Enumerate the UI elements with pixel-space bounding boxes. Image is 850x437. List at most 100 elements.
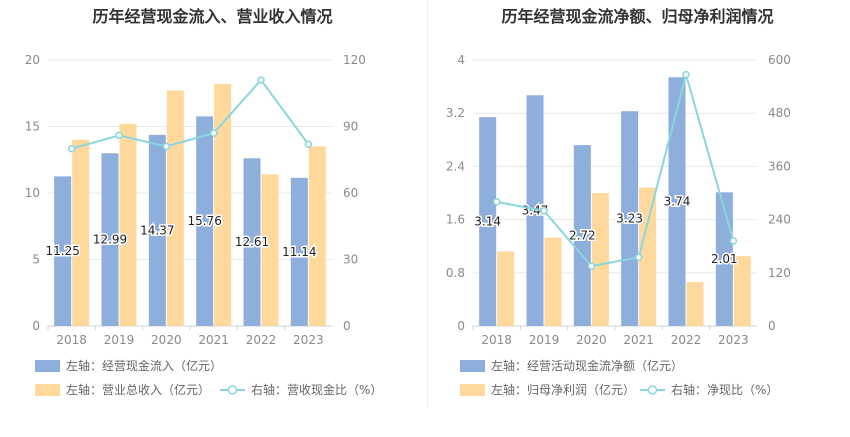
bar-primary: [290, 177, 308, 326]
legend-swatch-marker: [647, 385, 658, 395]
right-axis-tick-label: 600: [768, 53, 791, 67]
legend-swatch: [35, 360, 60, 372]
bar-secondary: [119, 123, 137, 326]
bar-primary: [243, 158, 261, 326]
bar-secondary: [261, 174, 279, 326]
legend-label: 左轴：营业总收入（亿元）: [66, 382, 210, 397]
left-axis-tick-label: 2.4: [446, 159, 465, 173]
legend-label: 左轴：归母净利润（亿元）: [491, 382, 635, 397]
chart-title: 历年经营现金流净额、归母净利润情况: [501, 7, 774, 26]
x-axis-tick-label: 2020: [151, 333, 182, 347]
x-axis-tick-label: 2018: [56, 333, 87, 347]
x-axis-tick-label: 2022: [246, 333, 277, 347]
x-axis-tick-label: 2020: [576, 333, 607, 347]
bar-primary: [668, 77, 686, 326]
bar-primary: [479, 117, 497, 326]
bar-secondary: [72, 139, 90, 326]
right-axis-tick-label: 360: [768, 159, 791, 173]
chart-panel-net-cash: 历年经营现金流净额、归母净利润情况 0 0 0.8 120 1.6 240 2.4 360 3.…: [425, 0, 850, 437]
bar-data-label: 12.99: [93, 233, 127, 247]
x-axis-tick-label: 2021: [198, 333, 229, 347]
cash-inflow-chart: 0 0 5 30 10 60 15 90 20 120 2018 2019 2020 2021 2022 20…: [25, 53, 383, 397]
left-axis-tick-label: 0: [32, 319, 40, 333]
bar-primary: [621, 111, 639, 326]
ratio-point: [492, 198, 501, 206]
bar-secondary: [214, 83, 232, 326]
legend-label: 左轴：经营现金流入（亿元）: [66, 358, 222, 373]
bar-data-label: 11.25: [45, 244, 79, 258]
legend-swatch: [460, 360, 485, 372]
ratio-point: [67, 144, 76, 153]
x-axis-tick-label: 2021: [623, 333, 654, 347]
x-axis-tick-label: 2023: [718, 333, 749, 347]
bar-data-label: 2.72: [569, 229, 596, 243]
right-axis-tick-label: 30: [343, 253, 358, 267]
bar-data-label: 15.76: [187, 214, 221, 228]
bar-data-label: 12.61: [235, 235, 269, 249]
left-axis-tick-label: 4: [457, 53, 465, 67]
ratio-line: [71, 78, 310, 150]
left-axis-tick-label: 15: [25, 120, 40, 134]
ratio-point: [729, 237, 738, 245]
legend-swatch-marker: [227, 385, 238, 395]
bar-secondary: [308, 146, 326, 326]
x-axis-tick-label: 2018: [481, 333, 512, 347]
bar-data-label: 3.23: [616, 212, 643, 226]
left-axis-tick-label: 0: [457, 319, 465, 333]
bar-primary: [196, 116, 214, 326]
bar-data-label: 2.01: [711, 252, 738, 266]
legend-label: 右轴：营收现金比（%）: [251, 382, 382, 397]
ratio-point: [682, 70, 690, 79]
bar-primary: [101, 153, 119, 326]
right-axis-tick-label: 90: [343, 120, 358, 134]
right-axis-tick-label: 0: [343, 319, 351, 333]
legend-swatch: [460, 384, 485, 396]
bar-secondary: [686, 282, 704, 326]
ratio-point: [162, 142, 171, 151]
x-axis-tick-label: 2023: [293, 333, 324, 347]
chart-panel-cash-inflow: 历年经营现金流入、营业收入情况 0 0 5 30 10 60 15 90 20 120 2018 20…: [25, 7, 383, 397]
right-axis-tick-label: 480: [768, 106, 791, 120]
bar-data-label: 14.37: [140, 223, 174, 237]
ratio-point: [209, 129, 218, 137]
legend-label: 左轴：经营活动现金流净额（亿元）: [491, 358, 683, 373]
bar-primary: [573, 145, 591, 326]
ratio-point: [115, 131, 123, 140]
bar-secondary: [166, 90, 184, 326]
bar-secondary: [639, 187, 657, 326]
bar-secondary: [733, 256, 751, 326]
bar-secondary: [591, 193, 609, 326]
panel-divider: [427, 0, 428, 407]
ratio-line: [496, 70, 735, 268]
bar-data-label: 3.74: [664, 195, 691, 209]
bar-primary: [54, 176, 72, 326]
left-axis-tick-label: 20: [25, 53, 40, 67]
bar-secondary: [497, 251, 515, 326]
right-axis-tick-label: 120: [343, 53, 366, 67]
ratio-point: [304, 140, 313, 148]
left-axis-tick-label: 10: [25, 186, 40, 200]
net-cash-chart: 0 0 0.8 120 1.6 240 2.4 360 3.2 480 4 600 2018 2019 20…: [446, 53, 791, 397]
chart-title: 历年经营现金流入、营业收入情况: [92, 7, 333, 26]
right-axis-tick-label: 240: [768, 213, 791, 227]
bar-primary: [526, 95, 544, 327]
x-axis-tick-label: 2019: [529, 333, 560, 347]
left-axis-tick-label: 3.2: [446, 106, 465, 120]
x-axis-tick-label: 2019: [104, 333, 135, 347]
ratio-point: [540, 206, 548, 215]
ratio-point: [587, 262, 596, 270]
bar-primary: [148, 134, 166, 326]
ratio-point: [634, 253, 643, 262]
right-axis-tick-label: 120: [768, 266, 791, 280]
legend-swatch: [35, 384, 60, 396]
left-axis-tick-label: 5: [32, 253, 40, 267]
bar-secondary: [544, 237, 562, 326]
ratio-point: [257, 76, 265, 84]
bar-data-label: 3.14: [474, 215, 501, 229]
left-axis-tick-label: 0.8: [446, 266, 465, 280]
right-axis-tick-label: 60: [343, 186, 358, 200]
x-axis-tick-label: 2022: [671, 333, 702, 347]
right-axis-tick-label: 0: [768, 319, 776, 333]
left-axis-tick-label: 1.6: [446, 213, 465, 227]
legend-label: 右轴：净现比（%）: [671, 382, 778, 397]
